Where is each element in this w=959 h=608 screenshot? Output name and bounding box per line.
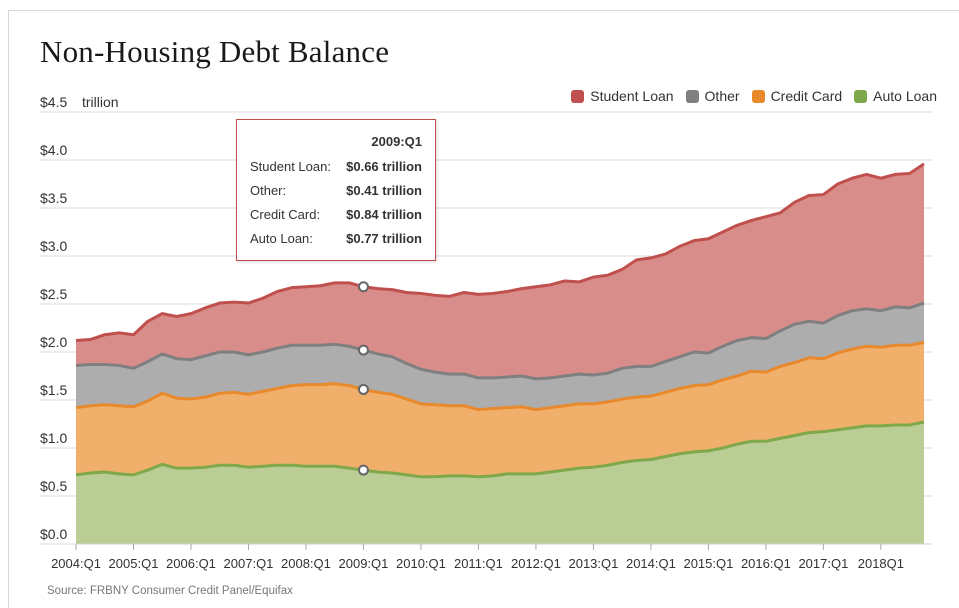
legend-label-student-loan: Student Loan — [590, 88, 674, 104]
x-tick-label: 2004:Q1 — [51, 556, 101, 571]
y-tick-label: $0.5 — [40, 478, 67, 494]
legend-label-other: Other — [704, 88, 740, 104]
x-tick-label: 2005:Q1 — [109, 556, 159, 571]
line-credit-card — [75, 340, 925, 412]
legend-item-other[interactable]: Other — [685, 88, 740, 104]
y-tick-label: $2.0 — [40, 334, 67, 350]
chart-title: Non-Housing Debt Balance — [40, 34, 390, 69]
tooltip-value: $0.66 trillion — [346, 159, 422, 174]
y-tick-label: $2.5 — [40, 286, 67, 302]
y-tick-label: $3.0 — [40, 238, 67, 254]
legend-label-auto-loan: Auto Loan — [873, 88, 937, 104]
legend-item-student-loan[interactable]: Student Loan — [571, 88, 674, 104]
area-auto-loan — [76, 422, 924, 544]
line-student-loan — [75, 162, 925, 342]
x-tick-label: 2017:Q1 — [798, 556, 848, 571]
tooltip-value: $0.41 trillion — [346, 183, 422, 198]
y-tick-label: $1.5 — [40, 382, 67, 398]
marker-other — [357, 344, 369, 356]
data-tooltip: 2009:Q1 Student Loan: $0.66 trillion Oth… — [236, 119, 436, 261]
marker-auto-loan — [357, 464, 369, 476]
tooltip-row-student-loan: Student Loan: $0.66 trillion — [250, 159, 422, 174]
y-tick-label: $3.5 — [40, 190, 67, 206]
x-tick-label: 2008:Q1 — [281, 556, 331, 571]
tooltip-label: Other: — [250, 183, 287, 198]
legend-item-auto-loan[interactable]: Auto Loan — [854, 88, 937, 104]
x-tick-label: 2010:Q1 — [396, 556, 446, 571]
legend-swatch-other — [685, 89, 699, 103]
chart-frame — [8, 10, 959, 608]
x-tick-label: 2006:Q1 — [166, 556, 216, 571]
tooltip-row-credit-card: Credit Card: $0.84 trillion — [250, 207, 422, 222]
tooltip-label: Auto Loan: — [250, 231, 313, 246]
y-tick-label: $4.0 — [40, 142, 67, 158]
area-student-loan — [76, 163, 924, 379]
tooltip-row-other: Other: $0.41 trillion — [250, 183, 422, 198]
x-tick-label: 2014:Q1 — [626, 556, 676, 571]
tooltip-label: Credit Card: — [250, 207, 321, 222]
tooltip-period: 2009:Q1 — [371, 134, 422, 149]
x-tick-label: 2013:Q1 — [568, 556, 618, 571]
tooltip-label: Student Loan: — [250, 159, 331, 174]
y-tick-label: $0.0 — [40, 526, 67, 542]
tooltip-row-auto-loan: Auto Loan: $0.77 trillion — [250, 231, 422, 246]
y-tick-label: $4.5 — [40, 94, 67, 110]
legend-item-credit-card[interactable]: Credit Card — [751, 88, 843, 104]
tooltip-value: $0.77 trillion — [346, 231, 422, 246]
tooltip-value: $0.84 trillion — [346, 207, 422, 222]
y-unit-label: trillion — [82, 94, 119, 110]
x-tick-label: 2009:Q1 — [339, 556, 389, 571]
legend: Student Loan Other Credit Card Auto Loan — [571, 88, 937, 104]
line-other — [75, 301, 925, 381]
legend-label-credit-card: Credit Card — [770, 88, 843, 104]
x-tick-label: 2015:Q1 — [683, 556, 733, 571]
legend-swatch-student-loan — [571, 89, 585, 103]
legend-swatch-auto-loan — [854, 89, 868, 103]
y-tick-label: $1.0 — [40, 430, 67, 446]
x-tick-label: 2016:Q1 — [741, 556, 791, 571]
x-tick-label: 2012:Q1 — [511, 556, 561, 571]
legend-swatch-credit-card — [751, 89, 765, 103]
x-tick-label: 2018Q1 — [858, 556, 904, 571]
x-tick-label: 2011:Q1 — [454, 556, 503, 571]
line-auto-loan — [75, 420, 925, 479]
marker-student-loan — [357, 281, 369, 293]
source-note: Source: FRBNY Consumer Credit Panel/Equi… — [47, 585, 293, 597]
x-tick-label: 2007:Q1 — [224, 556, 274, 571]
marker-credit-card — [357, 383, 369, 395]
